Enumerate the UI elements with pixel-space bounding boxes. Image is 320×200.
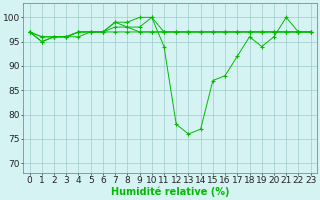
X-axis label: Humidité relative (%): Humidité relative (%) [111, 187, 229, 197]
